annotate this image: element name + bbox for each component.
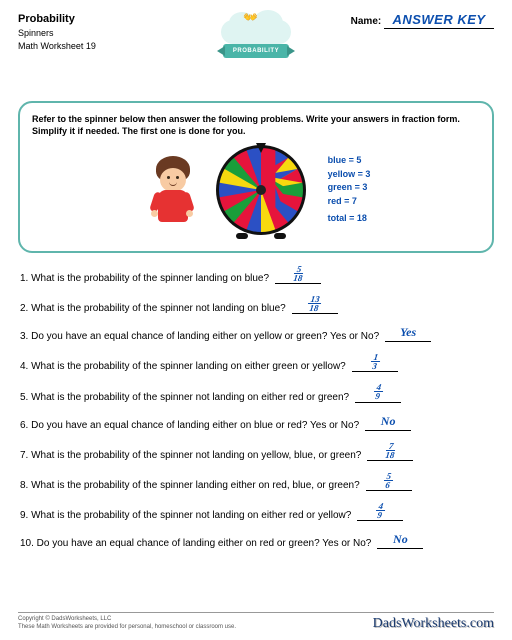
probability-badge: 👐 PROBABILITY <box>221 8 291 63</box>
answer-blank: 518 <box>275 265 321 284</box>
question-text: 8. What is the probability of the spinne… <box>20 480 360 491</box>
footer: Copyright © DadsWorksheets, LLC These Ma… <box>18 612 494 632</box>
question-row: 3. Do you have an equal chance of landin… <box>20 325 492 342</box>
question-text: 5. What is the probability of the spinne… <box>20 392 349 403</box>
copyright-line2: These Math Worksheets are provided for p… <box>18 624 236 632</box>
site-logo: DadsWorksheets.com <box>373 616 494 632</box>
instruction-text: Refer to the spinner below then answer t… <box>32 113 480 137</box>
question-text: 7. What is the probability of the spinne… <box>20 450 361 461</box>
question-text: 3. Do you have an equal chance of landin… <box>20 331 379 342</box>
title: Probability <box>18 12 96 27</box>
answer-blank: 49 <box>357 502 403 521</box>
question-text: 10. Do you have an equal chance of landi… <box>20 538 371 549</box>
header-right: Name: ANSWER KEY <box>351 12 494 29</box>
question-text: 4. What is the probability of the spinne… <box>20 361 346 372</box>
question-row: 2. What is the probability of the spinne… <box>20 295 492 314</box>
answer-blank: Yes <box>385 325 431 342</box>
question-row: 7. What is the probability of the spinne… <box>20 442 492 461</box>
answer-key-field: ANSWER KEY <box>384 12 494 29</box>
answer-blank: 49 <box>355 383 401 402</box>
question-text: 9. What is the probability of the spinne… <box>20 510 351 521</box>
boy-illustration <box>142 150 202 230</box>
legend-item: green = 3 <box>328 181 371 195</box>
legend-item: red = 7 <box>328 195 371 209</box>
legend: blue = 5yellow = 3green = 3red = 7 total … <box>328 154 371 226</box>
question-text: 1. What is the probability of the spinne… <box>20 273 269 284</box>
answer-blank: No <box>377 532 423 549</box>
answer-blank: 56 <box>366 472 412 491</box>
question-row: 9. What is the probability of the spinne… <box>20 502 492 521</box>
name-label: Name: <box>351 16 382 27</box>
legend-item: blue = 5 <box>328 154 371 168</box>
copyright-line1: Copyright © DadsWorksheets, LLC <box>18 616 236 624</box>
question-row: 6. Do you have an equal chance of landin… <box>20 414 492 431</box>
questions-list: 1. What is the probability of the spinne… <box>18 265 494 549</box>
question-row: 4. What is the probability of the spinne… <box>20 353 492 372</box>
question-row: 8. What is the probability of the spinne… <box>20 472 492 491</box>
answer-blank: No <box>365 414 411 431</box>
hands-icon: 👐 <box>243 10 258 24</box>
legend-item: yellow = 3 <box>328 168 371 182</box>
answer-blank: 718 <box>367 442 413 461</box>
copyright: Copyright © DadsWorksheets, LLC These Ma… <box>18 616 236 632</box>
pointer-icon <box>256 143 266 153</box>
question-text: 6. Do you have an equal chance of landin… <box>20 420 359 431</box>
question-row: 1. What is the probability of the spinne… <box>20 265 492 284</box>
question-text: 2. What is the probability of the spinne… <box>20 303 286 314</box>
question-row: 5. What is the probability of the spinne… <box>20 383 492 402</box>
legend-item: total = 18 <box>328 212 371 226</box>
answer-blank: 13 <box>352 353 398 372</box>
subtitle-spinners: Spinners <box>18 27 96 40</box>
answer-blank: 1318 <box>292 295 338 314</box>
header-left: Probability Spinners Math Worksheet 19 <box>18 12 96 53</box>
spinner-wheel <box>216 145 306 235</box>
worksheet-page: Probability Spinners Math Worksheet 19 N… <box>0 0 512 640</box>
subtitle-number: Math Worksheet 19 <box>18 40 96 53</box>
figure-row: blue = 5yellow = 3green = 3red = 7 total … <box>32 145 480 235</box>
question-row: 10. Do you have an equal chance of landi… <box>20 532 492 549</box>
badge-ribbon: PROBABILITY <box>223 44 289 58</box>
instruction-box: Refer to the spinner below then answer t… <box>18 101 494 253</box>
